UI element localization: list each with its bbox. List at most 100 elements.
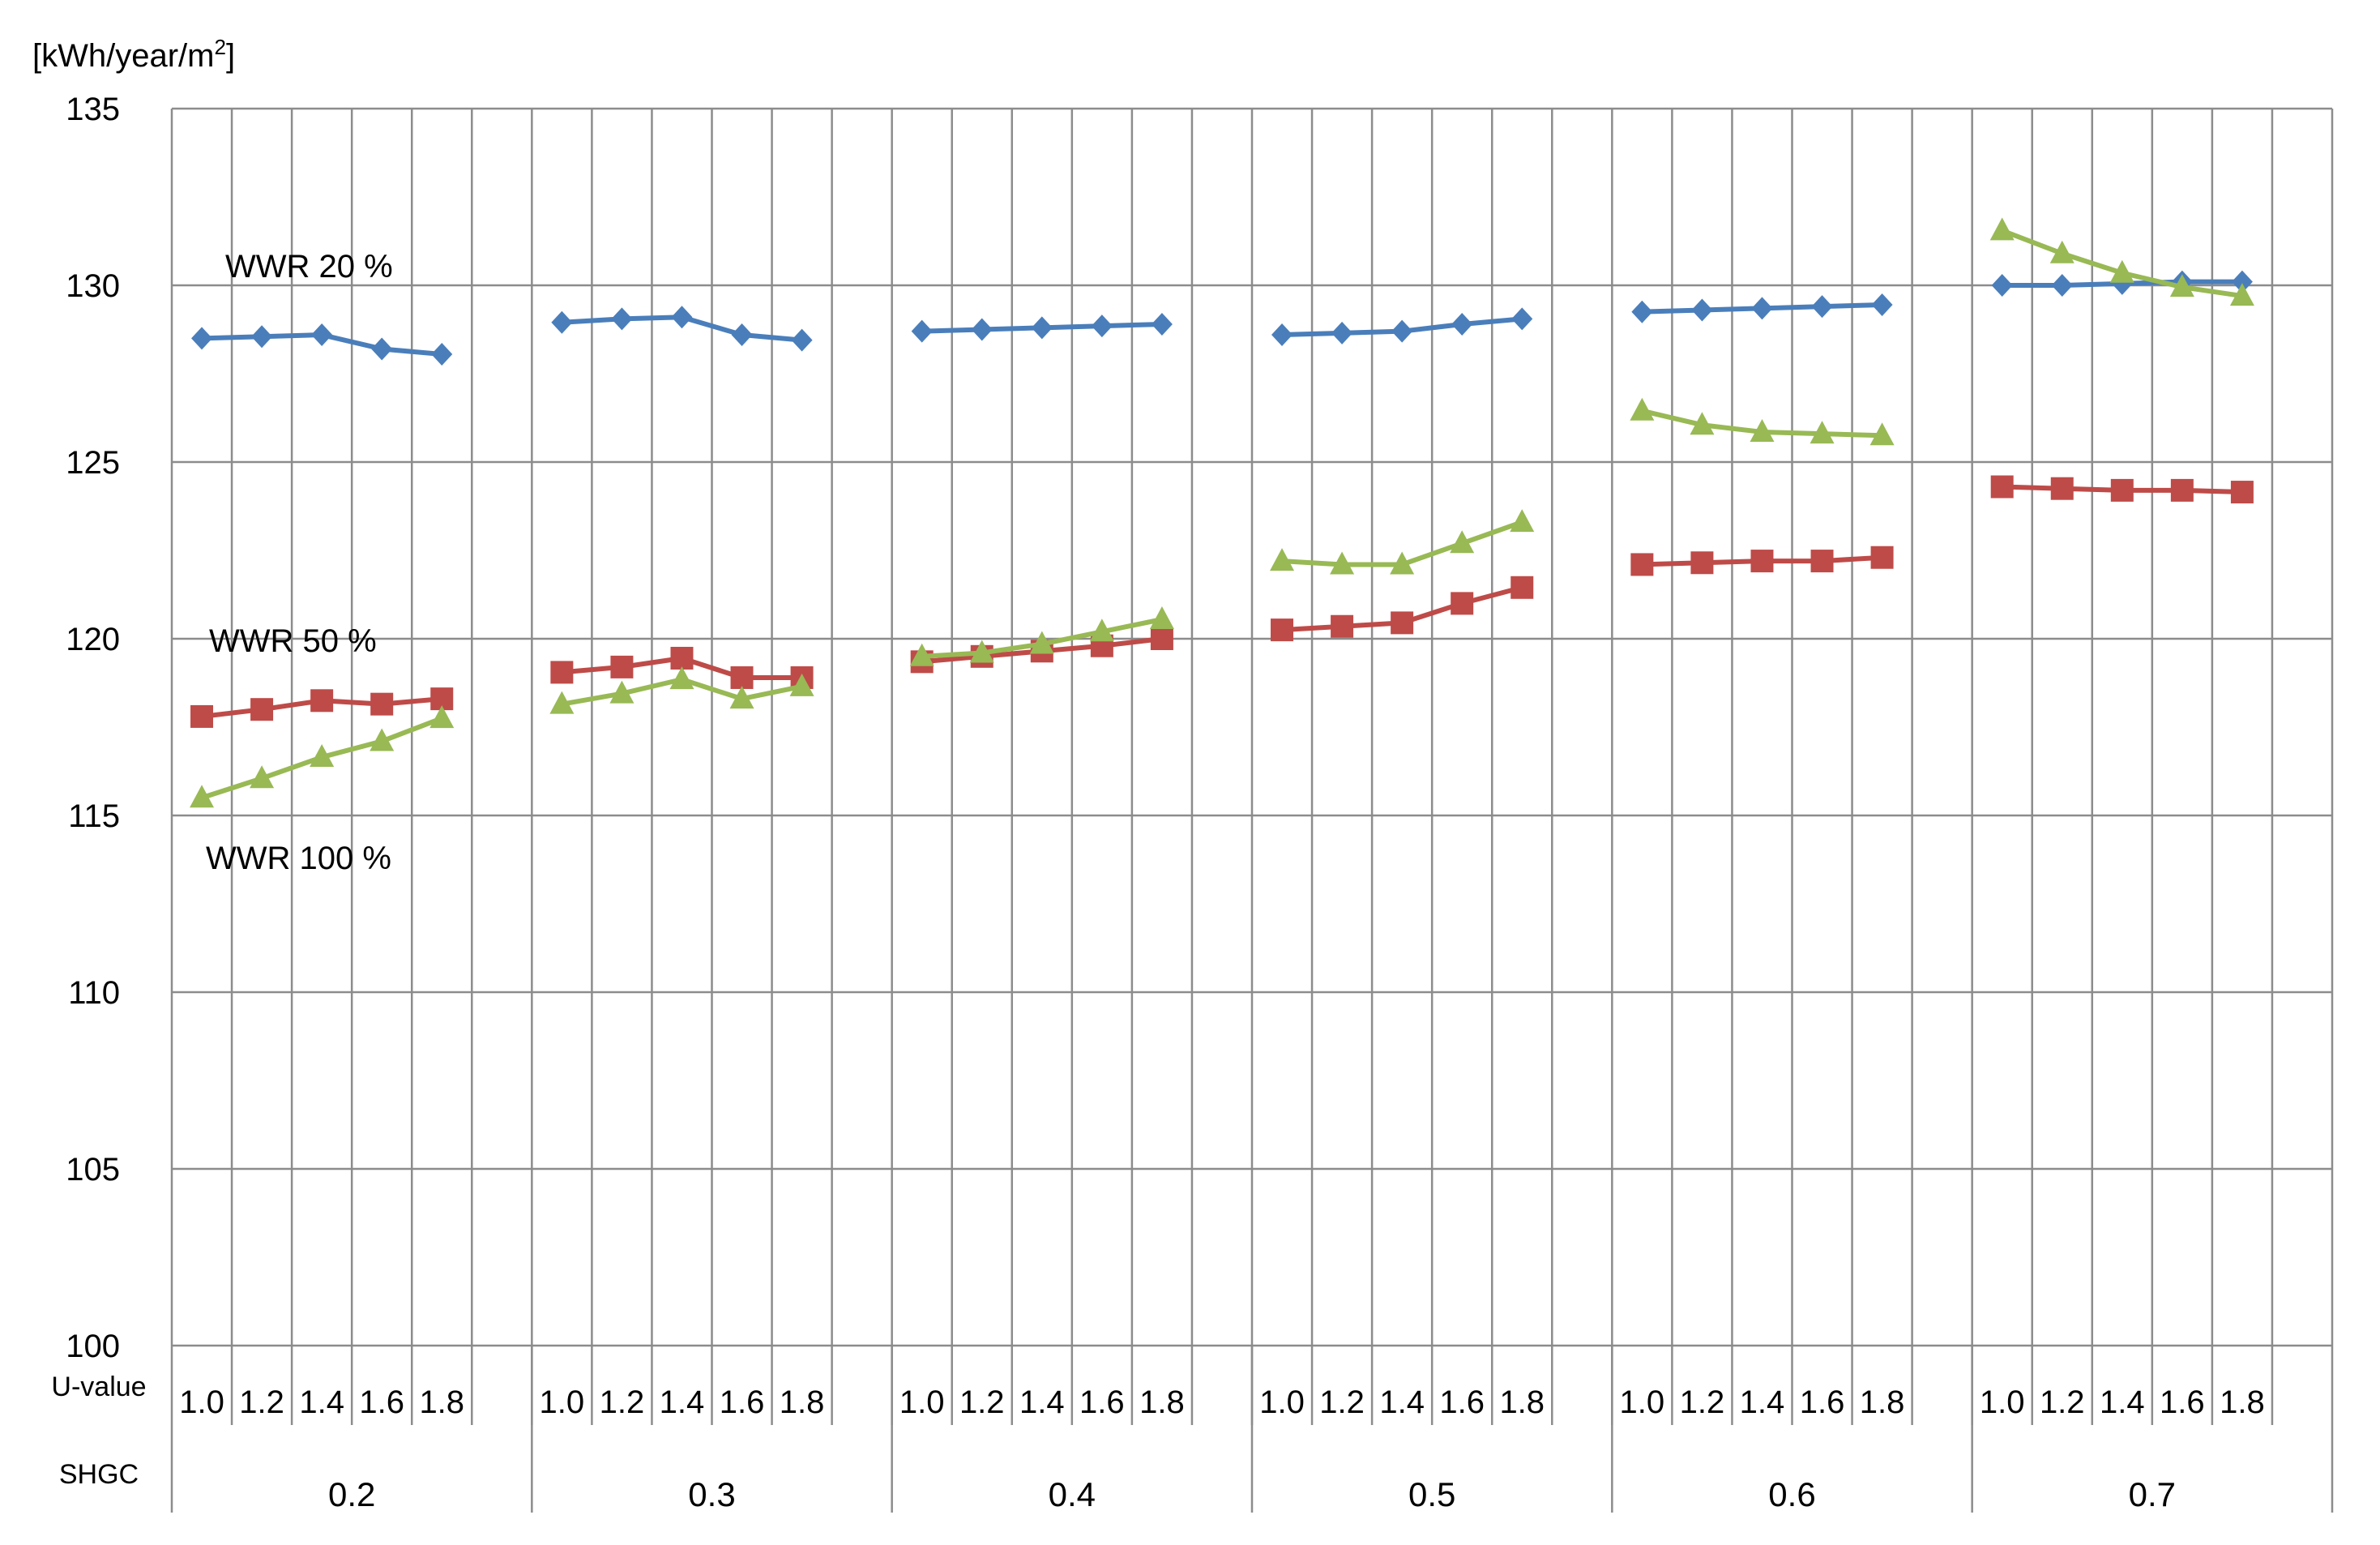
data-point xyxy=(2229,283,2254,306)
data-point xyxy=(190,704,214,728)
u-value-tick-label: 1.2 xyxy=(600,1385,645,1420)
data-point xyxy=(1870,546,1894,569)
y-tick-label: 100 xyxy=(66,1329,120,1364)
u-value-tick-label: 1.0 xyxy=(179,1385,224,1420)
data-point xyxy=(371,337,393,361)
u-value-tick-label: 1.0 xyxy=(1259,1385,1305,1420)
u-value-tick-label: 1.6 xyxy=(720,1385,765,1420)
y-tick-label: 120 xyxy=(66,622,120,657)
data-point xyxy=(730,666,754,689)
u-value-tick-label: 1.4 xyxy=(660,1385,705,1420)
y-tick-label: 115 xyxy=(68,798,120,834)
data-point xyxy=(1810,421,1835,444)
annotation-wwr-20: WWR 20 % xyxy=(225,249,393,285)
u-value-tick-label: 1.2 xyxy=(2040,1385,2085,1420)
data-point xyxy=(1750,550,1774,573)
u-value-tick-label: 1.8 xyxy=(1499,1385,1545,1420)
data-point xyxy=(1691,298,1713,322)
data-point xyxy=(669,666,694,690)
data-point xyxy=(550,661,574,684)
u-value-tick-label: 1.8 xyxy=(419,1385,464,1420)
u-value-row-label: U-value xyxy=(51,1372,146,1402)
data-point xyxy=(1391,319,1413,343)
y-axis-label: [kWh/year/m2] xyxy=(32,35,235,74)
data-point xyxy=(1031,316,1053,340)
data-point xyxy=(610,655,634,678)
u-value-tick-label: 1.8 xyxy=(1860,1385,1905,1420)
shgc-group-label: 0.5 xyxy=(1408,1475,1455,1513)
shgc-group-label: 0.3 xyxy=(688,1475,735,1513)
shgc-group-label: 0.6 xyxy=(1768,1475,1815,1513)
shgc-group-label: 0.2 xyxy=(328,1475,375,1513)
data-point xyxy=(1811,295,1833,319)
data-point xyxy=(1630,397,1655,421)
u-value-tick-label: 1.0 xyxy=(540,1385,585,1420)
y-tick-label: 135 xyxy=(66,92,120,127)
y-tick-label: 130 xyxy=(66,268,120,304)
u-value-tick-label: 1.4 xyxy=(1019,1385,1065,1420)
u-value-tick-label: 1.8 xyxy=(780,1385,825,1420)
data-point xyxy=(1510,509,1535,533)
annotation-wwr-100: WWR 100 % xyxy=(206,841,391,876)
data-point xyxy=(1271,323,1293,347)
data-point xyxy=(1151,312,1173,336)
data-point xyxy=(670,646,694,670)
data-point xyxy=(1270,548,1295,571)
data-point xyxy=(2230,481,2254,504)
data-point xyxy=(251,325,273,349)
data-point xyxy=(310,744,335,768)
u-value-tick-label: 1.2 xyxy=(1680,1385,1725,1420)
y-tick-label: 105 xyxy=(66,1152,120,1188)
data-point xyxy=(1331,321,1353,345)
data-point xyxy=(1451,312,1473,336)
u-value-tick-label: 1.8 xyxy=(1139,1385,1185,1420)
data-point xyxy=(2169,274,2194,297)
shgc-row-label: SHGC xyxy=(59,1459,139,1490)
data-point xyxy=(609,680,635,704)
data-point xyxy=(2231,270,2253,293)
data-point xyxy=(250,765,275,789)
data-point xyxy=(370,728,395,751)
u-value-tick-label: 1.0 xyxy=(1980,1385,2025,1420)
shgc-group-label: 0.4 xyxy=(1049,1475,1096,1513)
data-point xyxy=(1991,274,2013,297)
data-point xyxy=(311,323,333,347)
data-point xyxy=(1149,606,1174,630)
data-point xyxy=(791,328,813,352)
data-point xyxy=(2051,274,2073,297)
u-value-tick-label: 1.4 xyxy=(299,1385,344,1420)
data-point xyxy=(1810,550,1834,573)
data-point xyxy=(310,689,334,713)
data-point xyxy=(1631,300,1653,323)
data-point xyxy=(611,307,633,331)
data-point xyxy=(729,686,754,709)
data-point xyxy=(1511,307,1533,331)
u-value-tick-label: 1.4 xyxy=(1379,1385,1425,1420)
u-value-tick-label: 1.6 xyxy=(2160,1385,2205,1420)
data-point xyxy=(911,319,933,343)
u-value-tick-label: 1.4 xyxy=(2100,1385,2145,1420)
u-value-tick-label: 1.6 xyxy=(1079,1385,1125,1420)
data-point xyxy=(549,691,575,714)
data-point xyxy=(1450,530,1475,554)
data-point xyxy=(671,306,693,329)
data-point xyxy=(1750,418,1775,442)
data-point xyxy=(1451,592,1474,615)
data-point xyxy=(1091,315,1113,338)
shgc-group-label: 0.7 xyxy=(2129,1475,2176,1513)
data-point xyxy=(1391,611,1414,635)
data-point xyxy=(1029,631,1054,654)
u-value-tick-label: 1.0 xyxy=(899,1385,945,1420)
data-point xyxy=(2170,478,2194,502)
u-value-tick-label: 1.2 xyxy=(1319,1385,1365,1420)
data-point xyxy=(1271,618,1294,642)
data-point xyxy=(190,785,215,808)
data-point xyxy=(1510,576,1534,599)
data-point xyxy=(1089,618,1114,642)
data-point xyxy=(250,698,274,721)
u-value-tick-label: 1.2 xyxy=(959,1385,1005,1420)
data-point xyxy=(1751,297,1773,320)
data-point xyxy=(1630,553,1654,576)
data-point xyxy=(431,343,453,366)
